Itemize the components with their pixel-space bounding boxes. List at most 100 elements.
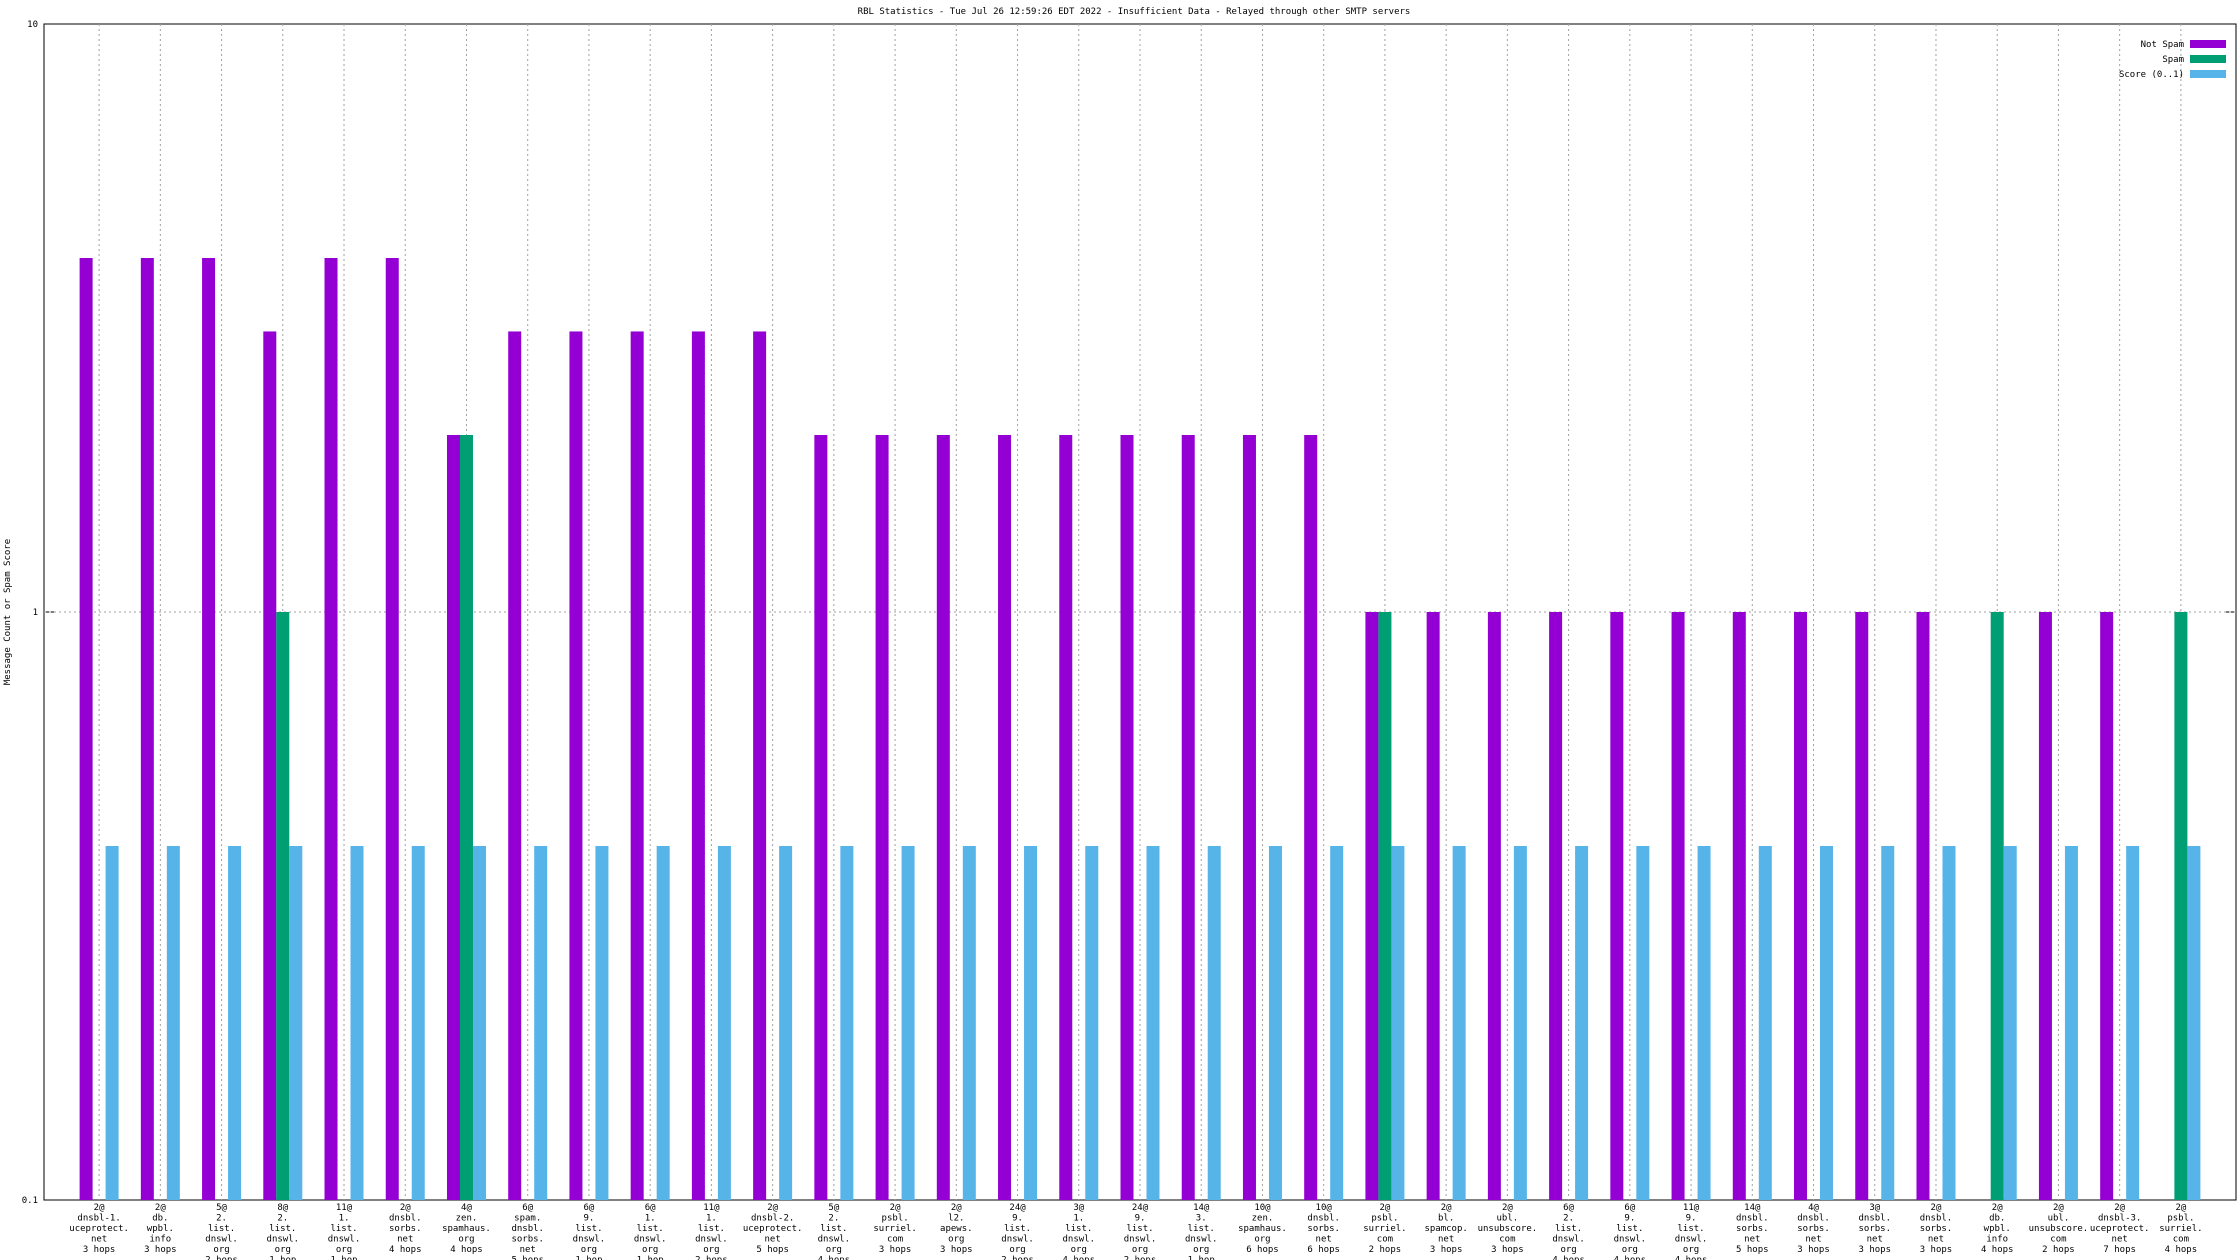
bar bbox=[1636, 845, 1650, 1200]
bar bbox=[324, 257, 338, 1200]
x-tick-label: 10@ dnsbl. sorbs. net 6 hops bbox=[1307, 1203, 1340, 1255]
bar bbox=[472, 845, 486, 1200]
bar bbox=[166, 845, 180, 1200]
legend-swatch bbox=[2190, 70, 2226, 78]
x-tick-label: 3@ dnsbl. sorbs. net 3 hops bbox=[1858, 1203, 1891, 1255]
bar bbox=[2038, 612, 2052, 1200]
bar bbox=[385, 257, 399, 1200]
bar bbox=[1268, 845, 1282, 1200]
bar bbox=[936, 434, 950, 1200]
bar bbox=[901, 845, 915, 1200]
x-tick-label: 2@ l2. apews. org 3 hops bbox=[940, 1203, 973, 1255]
bar bbox=[1549, 612, 1563, 1200]
bar bbox=[1820, 845, 1834, 1200]
bar bbox=[1452, 845, 1466, 1200]
bar bbox=[2003, 845, 2017, 1200]
bar bbox=[1758, 845, 1772, 1200]
bar bbox=[1391, 845, 1405, 1200]
bar bbox=[717, 845, 731, 1200]
bar bbox=[1990, 612, 2004, 1200]
bar bbox=[840, 845, 854, 1200]
bar bbox=[350, 845, 364, 1200]
bar bbox=[1365, 612, 1379, 1200]
bar bbox=[1610, 612, 1624, 1200]
bar bbox=[1671, 612, 1685, 1200]
bar bbox=[1426, 612, 1440, 1200]
bar bbox=[534, 845, 548, 1200]
x-tick-label: 2@ psbl. surriel. com 2 hops bbox=[1363, 1203, 1406, 1255]
bar bbox=[202, 257, 216, 1200]
bar bbox=[1181, 434, 1195, 1200]
y-tick-label: 0.1 bbox=[22, 1196, 38, 1206]
x-tick-label: 2@ dnsbl-1. uceprotect. net 3 hops bbox=[69, 1203, 129, 1255]
bar bbox=[1942, 845, 1956, 1200]
bar bbox=[1855, 612, 1869, 1200]
x-tick-label: 2@ ubl. unsubscore. com 2 hops bbox=[2029, 1203, 2089, 1255]
bar bbox=[228, 845, 242, 1200]
bar bbox=[1330, 845, 1344, 1200]
bar bbox=[753, 331, 767, 1200]
bar bbox=[2174, 612, 2188, 1200]
x-tick-label: 2@ bl. spamcop. net 3 hops bbox=[1424, 1203, 1467, 1255]
x-tick-label: 2@ dnsbl. sorbs. net 3 hops bbox=[1920, 1203, 1953, 1255]
x-tick-label: 4@ zen. spamhaus. org 4 hops bbox=[442, 1203, 491, 1255]
chart-title: RBL Statistics - Tue Jul 26 12:59:26 EDT… bbox=[858, 7, 1411, 17]
y-tick-label: 1 bbox=[33, 608, 38, 618]
bar bbox=[1487, 612, 1501, 1200]
x-tick-label: 14@ dnsbl. sorbs. net 5 hops bbox=[1736, 1203, 1769, 1255]
bar bbox=[1378, 612, 1392, 1200]
bar bbox=[2126, 845, 2140, 1200]
bar bbox=[1146, 845, 1160, 1200]
bar bbox=[779, 845, 793, 1200]
bar bbox=[1697, 845, 1711, 1200]
bar bbox=[1120, 434, 1134, 1200]
bar bbox=[1024, 845, 1038, 1200]
bar bbox=[1732, 612, 1746, 1200]
bar bbox=[1207, 845, 1221, 1200]
bar bbox=[630, 331, 644, 1200]
bar bbox=[79, 257, 93, 1200]
bar bbox=[569, 331, 583, 1200]
bar bbox=[1085, 845, 1099, 1200]
bar bbox=[962, 845, 976, 1200]
bar bbox=[1304, 434, 1318, 1200]
bar bbox=[814, 434, 828, 1200]
bar bbox=[998, 434, 1012, 1200]
x-tick-label: 2@ psbl. surriel. com 3 hops bbox=[873, 1203, 916, 1255]
bar bbox=[1242, 434, 1256, 1200]
bar bbox=[656, 845, 670, 1200]
legend-swatch bbox=[2190, 40, 2226, 48]
x-tick-label: 2@ ubl. unsubscore. com 3 hops bbox=[1478, 1203, 1538, 1255]
bar bbox=[2100, 612, 2114, 1200]
x-tick-label: 2@ db. wpbl. info 4 hops bbox=[1981, 1203, 2014, 1255]
bar bbox=[263, 331, 277, 1200]
bar bbox=[1794, 612, 1808, 1200]
x-tick-label: 2@ db. wpbl. info 3 hops bbox=[144, 1203, 177, 1255]
bar bbox=[446, 434, 460, 1200]
bar bbox=[691, 331, 705, 1200]
bar bbox=[289, 845, 303, 1200]
legend-swatch bbox=[2190, 55, 2226, 63]
bar bbox=[595, 845, 609, 1200]
y-tick-label: 10 bbox=[27, 20, 38, 30]
x-tick-label: 2@ dnsbl-3. uceprotect. net 7 hops bbox=[2090, 1203, 2150, 1255]
bar bbox=[1881, 845, 1895, 1200]
bar bbox=[1575, 845, 1589, 1200]
bar bbox=[875, 434, 889, 1200]
y-axis-label: Message Count or Spam Score bbox=[3, 539, 13, 685]
